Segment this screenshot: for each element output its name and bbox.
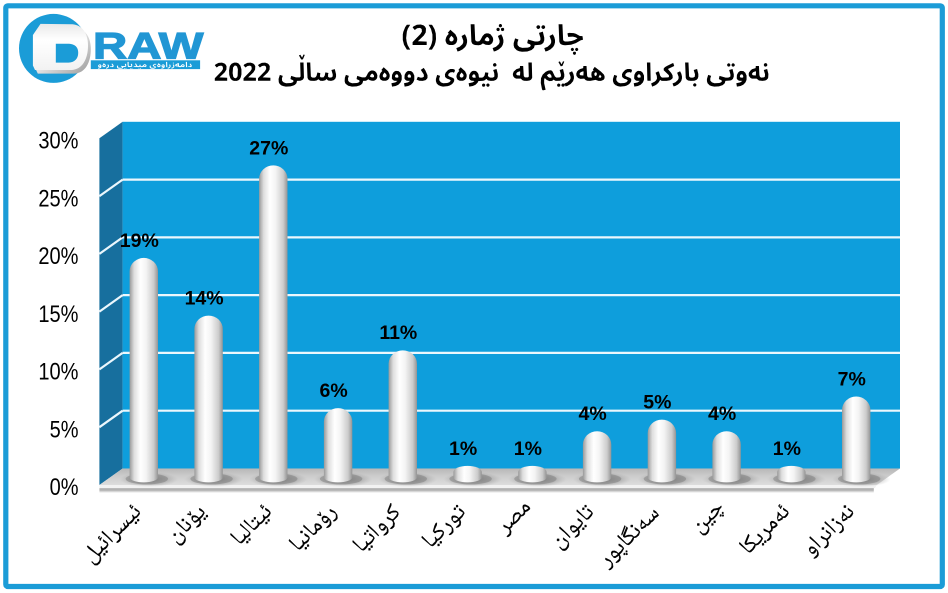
- svg-text:10%: 10%: [38, 359, 78, 386]
- svg-text:5%: 5%: [643, 392, 671, 414]
- svg-text:4%: 4%: [579, 403, 607, 425]
- svg-text:RAW: RAW: [93, 26, 204, 67]
- svg-text:0%: 0%: [50, 474, 79, 501]
- svg-text:7%: 7%: [838, 368, 866, 390]
- svg-text:1%: 1%: [773, 438, 801, 460]
- svg-text:5%: 5%: [50, 416, 79, 443]
- svg-text:11%: 11%: [379, 322, 417, 344]
- svg-text:15%: 15%: [38, 301, 78, 328]
- svg-text:30%: 30%: [38, 128, 78, 155]
- svg-text:4%: 4%: [708, 403, 736, 425]
- svg-text:19%: 19%: [120, 230, 159, 252]
- svg-text:25%: 25%: [38, 185, 78, 212]
- svg-text:27%: 27%: [249, 137, 288, 159]
- svg-text:20%: 20%: [38, 243, 78, 270]
- svg-text:1%: 1%: [514, 438, 542, 460]
- svg-text:14%: 14%: [185, 288, 224, 310]
- svg-text:1%: 1%: [449, 438, 477, 460]
- svg-text:6%: 6%: [320, 380, 348, 402]
